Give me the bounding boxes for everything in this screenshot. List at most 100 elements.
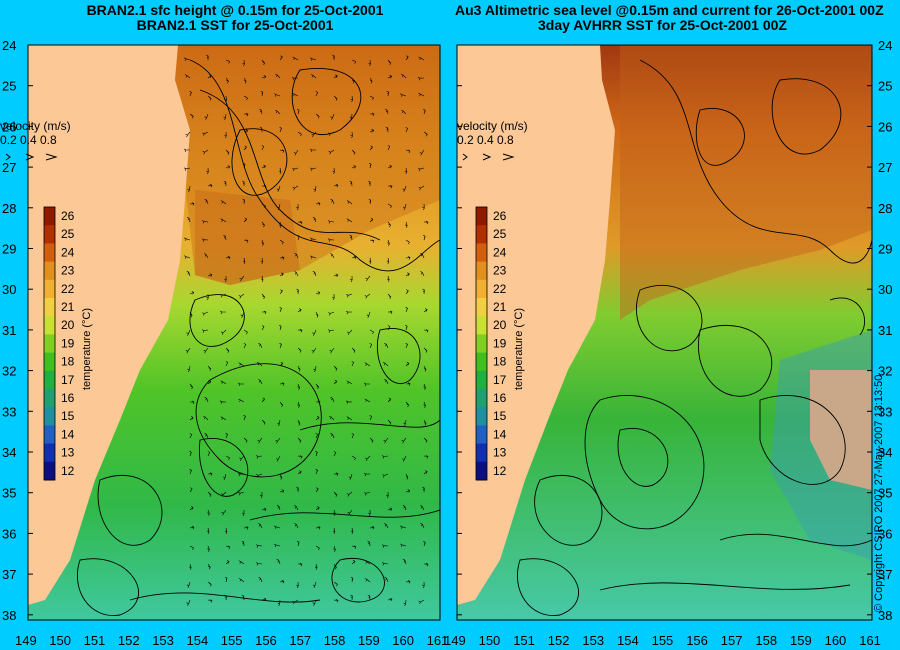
current-arrow <box>297 308 302 313</box>
current-arrow <box>347 509 353 516</box>
current-arrow <box>385 126 389 133</box>
lat-tick-label-right: 31 <box>878 323 892 338</box>
current-arrow <box>297 365 301 372</box>
colorbar-tick-label: 22 <box>493 282 507 296</box>
current-arrow <box>189 506 194 511</box>
colorbar-tick-label: 15 <box>493 409 507 423</box>
left-colorbar: 26 25 24 23 22 21 20 19 18 17 16 15 14 13 12 temperatur… <box>43 206 93 481</box>
velocity-legend-value: 0.4 <box>477 133 494 147</box>
current-arrow <box>242 198 246 205</box>
current-arrow <box>351 361 355 367</box>
lon-tick-label: 154 <box>187 633 209 648</box>
current-arrow <box>418 599 425 605</box>
current-arrow <box>405 221 408 228</box>
current-arrow <box>347 329 353 336</box>
cloud-masked-area <box>810 370 872 490</box>
current-arrow <box>184 74 191 79</box>
current-arrow <box>296 581 299 589</box>
current-arrow <box>189 383 194 390</box>
velocity-legend-title: velocity (m/s) <box>457 119 528 133</box>
current-arrow <box>327 238 335 242</box>
current-arrow <box>220 329 227 335</box>
current-arrow <box>381 455 389 459</box>
current-arrow <box>293 149 299 156</box>
colorbar-swatch <box>476 443 487 463</box>
current-arrow <box>345 400 353 404</box>
current-arrow <box>292 185 299 191</box>
current-arrow <box>364 578 371 583</box>
lon-tick-label: 160 <box>392 633 414 648</box>
current-arrow <box>186 599 191 606</box>
current-arrow <box>313 365 317 373</box>
velocity-arrow-icon <box>462 153 468 161</box>
current-arrow <box>207 545 210 552</box>
lon-tick-label: 151 <box>84 633 106 648</box>
current-arrow <box>315 91 319 97</box>
lat-tick-label-right: 30 <box>878 282 892 297</box>
current-arrow <box>242 59 245 67</box>
velocity-legend-value: 0.4 <box>20 133 37 147</box>
lon-tick-label-right: 149 <box>444 633 466 648</box>
current-arrow <box>186 329 191 336</box>
colorbar-swatch <box>44 225 55 244</box>
current-arrow <box>332 54 335 61</box>
current-arrow <box>203 253 209 259</box>
lat-tick-label: 35 <box>2 486 16 501</box>
colorbar-tick-label: 19 <box>493 336 507 350</box>
current-arrow <box>405 382 411 386</box>
colorbar-swatch <box>44 370 55 390</box>
current-arrow <box>243 437 248 443</box>
current-arrow <box>315 202 321 206</box>
colorbar-swatch <box>44 279 55 299</box>
current-arrow <box>189 487 193 493</box>
colorbar-swatch <box>476 316 487 335</box>
velocity-arrow-icon <box>25 153 35 161</box>
colorbar-swatch <box>44 243 55 263</box>
current-arrow <box>259 492 263 499</box>
current-arrow <box>184 57 191 61</box>
current-arrow <box>311 131 317 138</box>
current-arrow <box>420 523 425 529</box>
latitude-axis: 24 24 25 25 26 26 27 27 28 28 29 29 30 30 31 31 32 32 33 33… <box>2 38 892 623</box>
lon-tick-label-right: 152 <box>548 633 570 648</box>
current-arrow <box>291 76 299 81</box>
current-arrow <box>201 220 209 224</box>
colorbar-swatch <box>44 352 55 372</box>
current-arrow <box>402 203 407 211</box>
lat-tick-label: 29 <box>2 242 16 257</box>
current-arrow <box>423 347 428 353</box>
colorbar-tick-label: 20 <box>493 318 507 332</box>
colorbar-tick-label: 17 <box>61 373 75 387</box>
colorbar-tick-label: 18 <box>493 355 507 369</box>
current-arrow <box>207 273 213 277</box>
current-arrow <box>297 437 302 443</box>
current-arrow <box>297 455 303 459</box>
current-arrow <box>404 167 408 175</box>
current-arrow <box>255 455 263 459</box>
current-arrow <box>423 365 427 372</box>
current-arrow <box>350 95 354 103</box>
current-arrow <box>417 76 425 81</box>
current-arrow <box>225 433 229 439</box>
current-arrow <box>313 185 317 193</box>
current-arrow <box>297 108 300 115</box>
colorbar-swatch <box>476 279 487 299</box>
current-arrow <box>333 74 338 79</box>
current-arrow <box>402 504 407 511</box>
current-arrow <box>330 198 335 205</box>
current-arrow <box>309 148 316 153</box>
current-arrow <box>369 95 374 101</box>
current-arrow <box>384 379 389 385</box>
current-arrow <box>275 455 281 462</box>
colorbar-swatch <box>44 407 55 426</box>
velocity-arrow-icon <box>5 153 11 161</box>
lat-tick-label: 30 <box>2 282 16 297</box>
current-arrow <box>423 562 429 567</box>
current-arrow <box>279 55 283 61</box>
current-arrow <box>405 307 409 313</box>
current-arrow <box>238 398 245 403</box>
current-arrow <box>260 275 264 283</box>
current-arrow <box>239 455 245 462</box>
current-arrow <box>311 347 317 354</box>
current-arrow <box>297 329 303 333</box>
